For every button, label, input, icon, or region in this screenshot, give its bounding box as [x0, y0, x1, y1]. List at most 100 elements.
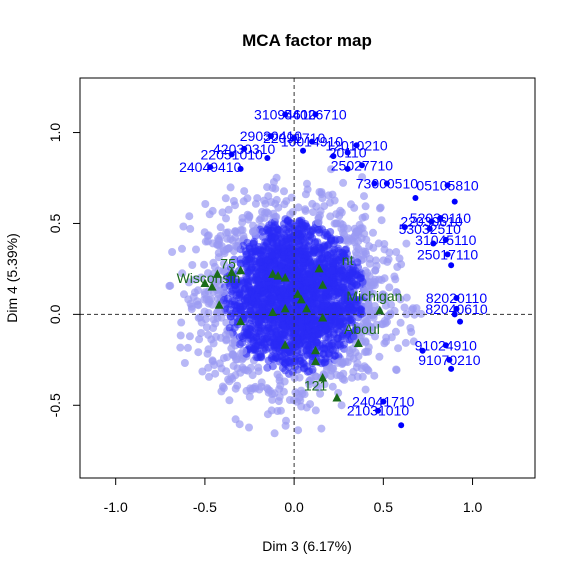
individual-point [295, 340, 304, 349]
y-tick-label: 1.0 [47, 123, 63, 143]
individual-point [267, 133, 274, 140]
individual-point [451, 198, 458, 205]
individual-point [334, 246, 343, 255]
category-label: Wisconsin [177, 270, 241, 286]
individual-point [360, 192, 368, 201]
individual-point [232, 307, 241, 316]
individual-point [356, 274, 365, 283]
individual-point [270, 221, 279, 230]
individual-point [298, 323, 306, 332]
individual-point [245, 392, 254, 401]
individual-point [201, 200, 210, 208]
category-point [207, 282, 217, 291]
category-point [314, 263, 324, 273]
individual-point [396, 318, 405, 327]
individual-point [176, 343, 185, 352]
category-point [227, 267, 237, 277]
individual-point [318, 293, 327, 302]
individual-point [419, 347, 426, 354]
individual-point [457, 318, 464, 325]
individual-label: 82040610 [425, 301, 488, 317]
individual-point [302, 285, 310, 294]
individual-point [233, 364, 242, 373]
individual-point [263, 410, 272, 419]
individual-point [225, 279, 234, 288]
individual-point [224, 205, 233, 214]
individual-point [392, 248, 401, 256]
individual-point [343, 224, 352, 233]
individual-point [240, 285, 249, 294]
y-axis: -0.5 0.0 0.5 1.0 [47, 123, 81, 417]
individual-point [326, 212, 335, 221]
category-point [212, 269, 222, 278]
individual-point [222, 336, 231, 345]
individual-point [336, 320, 345, 329]
individual-point [318, 255, 326, 264]
individual-point [315, 225, 324, 234]
category-point [236, 316, 246, 326]
individual-point [321, 345, 330, 353]
category-points [200, 263, 385, 402]
individual-point [263, 363, 272, 372]
individual-point [268, 251, 277, 259]
individual-point [228, 236, 237, 245]
individual-point [304, 271, 313, 280]
individual-point [326, 198, 334, 207]
individual-point [178, 244, 186, 253]
individual-point [176, 331, 185, 340]
category-point [302, 303, 312, 313]
individual-point [204, 330, 213, 339]
individual-point [448, 365, 455, 372]
y-tick-label: -0.5 [47, 393, 63, 417]
category-point [280, 303, 290, 313]
category-point [280, 273, 290, 282]
individual-point [268, 395, 277, 404]
individual-point [400, 303, 409, 312]
individual-point [383, 312, 392, 321]
individual-point [380, 245, 389, 254]
individual-point [365, 259, 374, 268]
category-point [293, 289, 303, 298]
individual-point [311, 372, 320, 381]
individual-point [265, 304, 274, 313]
individual-point [392, 366, 401, 375]
individual-point [188, 261, 197, 269]
individual-point [221, 194, 230, 203]
individual-point [194, 286, 202, 295]
individual-point [213, 314, 222, 322]
individual-point [313, 383, 322, 392]
individual-point [238, 214, 247, 222]
individual-point [232, 291, 241, 300]
individual-point [258, 232, 267, 241]
individual-point [347, 200, 355, 209]
category-label: 121 [304, 377, 328, 393]
individual-point [231, 384, 240, 393]
individual-point [185, 212, 194, 221]
category-point [280, 340, 290, 349]
individual-point [358, 162, 365, 169]
individual-point [396, 295, 405, 304]
individual-label: 05105810 [416, 177, 479, 193]
individual-point [293, 229, 302, 238]
x-axis: -1.0 -0.5 0.0 0.5 1.0 [104, 477, 482, 515]
individual-point [410, 310, 419, 319]
individual-point [444, 182, 451, 189]
individual-point [380, 274, 389, 283]
individual-label: 91024910 [415, 337, 478, 353]
individual-point [282, 265, 291, 274]
individual-point [263, 273, 272, 282]
individual-point [361, 348, 369, 357]
individual-label: 24041710 [352, 394, 415, 410]
individual-point [312, 111, 319, 118]
individual-point [261, 326, 269, 335]
category-label: Aboul [344, 321, 380, 337]
individual-point [332, 291, 341, 300]
individual-point [325, 351, 334, 360]
individual-label: 52030110 [410, 210, 471, 226]
individual-point [327, 266, 336, 275]
individual-point [241, 145, 248, 152]
individual-point [334, 358, 342, 367]
individual-point [243, 330, 252, 339]
x-tick-label: -0.5 [193, 499, 217, 515]
individual-point [267, 198, 276, 206]
